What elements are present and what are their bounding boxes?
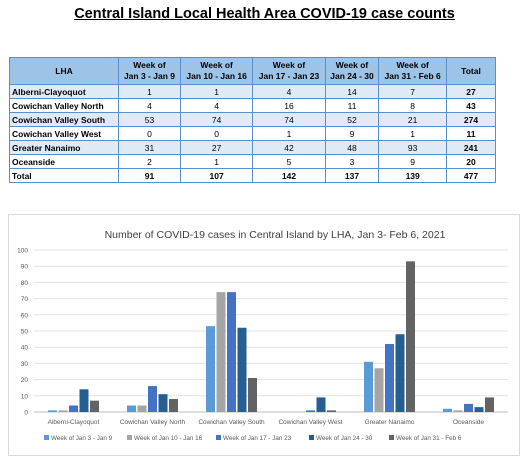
header-week-3: Week of Jan 17 - Jan 23 [252, 57, 326, 85]
legend-label: Week of Jan 24 - 30 [316, 435, 373, 442]
bar [48, 410, 57, 412]
y-tick-label: 70 [21, 296, 29, 303]
bar [137, 405, 147, 412]
row-total: 477 [446, 168, 496, 183]
x-tick-label: Cowichan Valley South [198, 419, 265, 426]
bar [69, 405, 78, 412]
chart-title: Number of COVID-19 cases in Central Isla… [105, 229, 446, 241]
cell: 21 [378, 112, 447, 127]
bar [237, 327, 247, 412]
x-tick-label: Alberni-Clayoquot [48, 419, 100, 426]
legend-swatch [389, 435, 394, 440]
bar [148, 386, 157, 412]
bar [127, 405, 136, 412]
y-tick-label: 0 [24, 410, 28, 417]
bar [453, 410, 463, 412]
y-tick-label: 90 [21, 264, 29, 271]
cell: 31 [118, 140, 181, 155]
table-row: Cowichan Valley North 4 4 16 11 8 43 [9, 98, 496, 113]
bar [327, 410, 336, 412]
y-tick-label: 60 [21, 312, 29, 319]
bar [316, 397, 326, 412]
bar [158, 394, 168, 412]
row-total: 27 [446, 84, 496, 99]
y-tick-label: 100 [17, 248, 28, 255]
y-tick-label: 40 [21, 345, 29, 352]
bar [206, 326, 215, 412]
cell: 142 [252, 168, 326, 183]
bar [374, 368, 384, 412]
bar [385, 343, 394, 412]
table-header-row: LHA Week of Jan 3 - Jan 9 Week of Jan 10 -… [9, 57, 496, 85]
cell: 93 [378, 140, 447, 155]
cell: 91 [118, 168, 181, 183]
x-tick-label: Cowichan Valley North [120, 419, 186, 426]
bar [306, 410, 315, 412]
bar [248, 377, 257, 412]
x-tick-label: Cowichan Valley West [278, 419, 342, 426]
bar [169, 399, 178, 412]
bar [395, 334, 405, 412]
legend-swatch [127, 435, 132, 440]
row-total: 241 [446, 140, 496, 155]
bar [216, 292, 226, 412]
legend-swatch [309, 435, 314, 440]
table-row: Cowichan Valley West 0 0 1 9 1 11 [9, 126, 496, 141]
y-tick-label: 10 [21, 393, 29, 400]
y-tick-label: 50 [21, 329, 29, 336]
legend-label: Week of Jan 17 - Jan 23 [223, 435, 292, 442]
page-title: Central Island Local Health Area COVID-1… [74, 6, 455, 22]
chart-container [8, 214, 520, 456]
row-name: Cowichan Valley South [9, 112, 119, 127]
cell: 107 [179, 168, 254, 183]
legend-label: Week of Jan 3 - Jan 9 [51, 435, 113, 442]
bar [79, 389, 89, 412]
bar [90, 400, 99, 412]
y-tick-label: 80 [21, 280, 29, 287]
cell: 139 [378, 168, 447, 183]
bar [364, 361, 373, 412]
row-name: Greater Nanaimo [9, 140, 119, 155]
case-count-table: LHA Week of Jan 3 - Jan 9 Week of Jan 10 -… [9, 57, 496, 183]
bar [464, 403, 473, 412]
bar [227, 292, 236, 412]
legend-label: Week of Jan 10 - Jan 16 [134, 435, 203, 442]
cell: 42 [252, 140, 326, 155]
legend-label: Week of Jan 31 - Feb 6 [396, 435, 462, 442]
cell: 137 [324, 168, 380, 183]
header-week-1: Week of Jan 3 - Jan 9 [118, 57, 181, 85]
bar [474, 407, 484, 412]
x-tick-label: Oceanside [453, 419, 484, 426]
header-week-4: Week of Jan 24 - 30 [324, 57, 380, 85]
table-row: Oceanside 2 1 5 3 9 20 [9, 154, 496, 169]
y-tick-label: 30 [21, 361, 29, 368]
table-row: Greater Nanaimo 31 27 42 48 93 241 [9, 140, 496, 155]
y-tick-label: 20 [21, 377, 29, 384]
bar [58, 410, 68, 412]
legend-swatch [44, 435, 49, 440]
bar [443, 408, 452, 412]
header-week-2: Week of Jan 10 - Jan 16 [179, 57, 254, 85]
table-total-row: Total 91 107 142 137 139 477 [9, 168, 496, 183]
bar [485, 397, 494, 412]
legend-swatch [216, 435, 221, 440]
row-name: Total [9, 168, 119, 183]
bar [406, 261, 415, 412]
cell: 1 [179, 84, 254, 99]
cell: 74 [179, 112, 254, 127]
header-total: Total [446, 57, 496, 85]
cell: 14 [324, 84, 380, 99]
x-tick-label: Greater Nanaimo [365, 419, 415, 426]
